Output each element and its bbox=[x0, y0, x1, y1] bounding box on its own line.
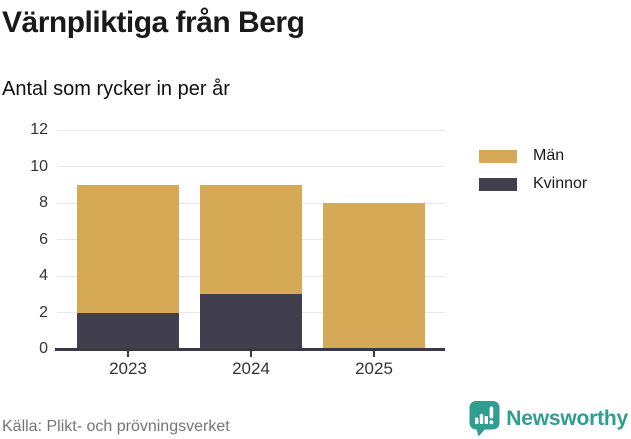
y-axis-tick-label: 2 bbox=[39, 303, 48, 321]
legend-swatch-män bbox=[479, 149, 517, 163]
source-caption: Källa: Plikt- och prövningsverket bbox=[2, 418, 230, 435]
chart-title: Värnpliktiga från Berg bbox=[2, 6, 305, 39]
legend-item-män: Män bbox=[479, 142, 587, 170]
legend-label: Kvinnor bbox=[533, 175, 588, 192]
newsworthy-wordmark: Newsworthy bbox=[506, 406, 628, 430]
newsworthy-logo-icon bbox=[469, 401, 500, 437]
x-axis-tick bbox=[373, 351, 375, 357]
y-axis-tick-label: 12 bbox=[30, 121, 48, 138]
y-axis-tick-label: 6 bbox=[39, 230, 48, 248]
x-axis-category-label: 2025 bbox=[355, 359, 393, 378]
chart-legend: Män Kvinnor bbox=[479, 142, 587, 198]
legend-swatch-kvinnor bbox=[479, 177, 517, 191]
y-axis-tick-label: 4 bbox=[39, 267, 48, 284]
bar-2024-kvinnor bbox=[200, 294, 302, 349]
bar-2025-män bbox=[323, 203, 425, 349]
x-axis-category-label: 2024 bbox=[232, 359, 270, 378]
gridline-y-12 bbox=[57, 129, 445, 131]
legend-item-kvinnor: Kvinnor bbox=[479, 170, 587, 198]
bar-2023-kvinnor bbox=[77, 312, 179, 349]
chart-subtitle: Antal som rycker in per år bbox=[2, 78, 230, 100]
y-axis-tick-label: 8 bbox=[39, 194, 48, 211]
legend-label: Män bbox=[533, 147, 565, 164]
gridline-y-10 bbox=[57, 166, 445, 167]
x-axis-tick bbox=[127, 351, 129, 357]
newsworthy-brand: Newsworthy bbox=[469, 400, 628, 437]
y-axis-tick-label: 10 bbox=[30, 157, 48, 175]
bar-2024-män bbox=[200, 184, 302, 295]
x-axis-tick bbox=[250, 351, 252, 357]
x-axis-line bbox=[55, 348, 445, 351]
x-axis-category-label: 2023 bbox=[109, 359, 147, 378]
y-axis-tick-label: 0 bbox=[39, 340, 48, 357]
bar-2023-män bbox=[77, 184, 179, 313]
